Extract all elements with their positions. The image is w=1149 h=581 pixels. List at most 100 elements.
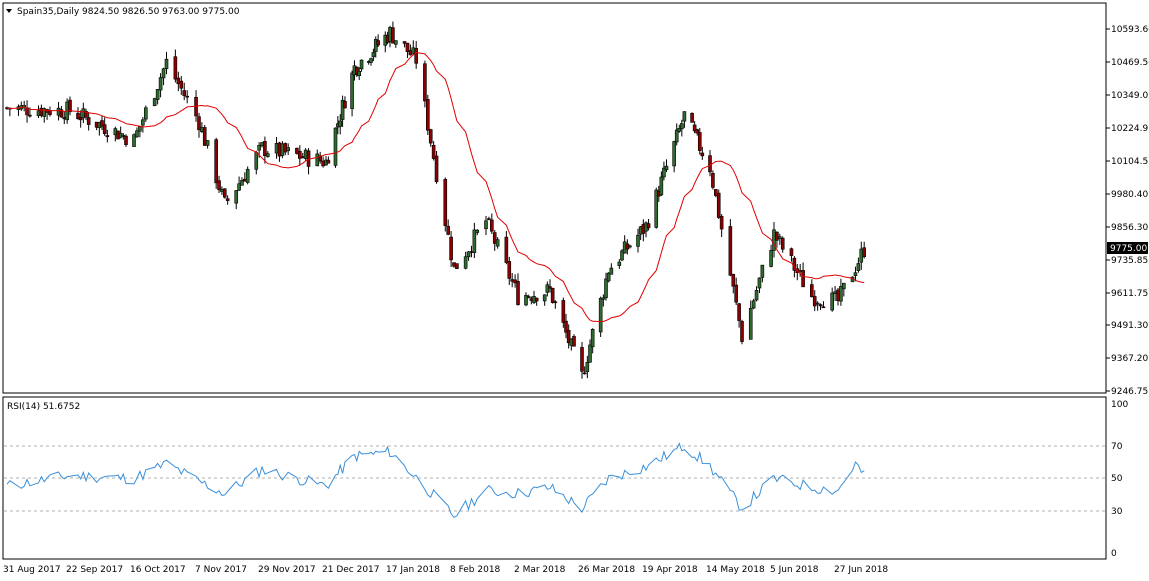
candle-body bbox=[350, 72, 354, 109]
candle-body bbox=[152, 98, 157, 106]
candle-body bbox=[674, 129, 679, 143]
candle-body bbox=[234, 190, 239, 204]
candle-body bbox=[862, 247, 866, 258]
price-tick: 10349.05 bbox=[1111, 91, 1149, 101]
candle-body bbox=[833, 291, 837, 294]
candle-body bbox=[731, 273, 736, 287]
candle-body bbox=[343, 100, 347, 109]
candle-body bbox=[76, 112, 80, 120]
candle-body bbox=[677, 128, 682, 132]
rsi-tick: 50 bbox=[1111, 474, 1123, 484]
candle-body bbox=[414, 48, 418, 64]
candle-body bbox=[254, 152, 259, 170]
candle-body bbox=[760, 264, 765, 278]
candle-body bbox=[564, 320, 568, 333]
candle-body bbox=[237, 183, 241, 191]
candle-body bbox=[801, 270, 805, 288]
rsi-title: RSI(14) 51.6752 bbox=[7, 402, 80, 412]
candle-body bbox=[628, 245, 632, 248]
candle-body bbox=[719, 216, 724, 230]
candle-body bbox=[428, 129, 433, 144]
candle-body bbox=[260, 142, 264, 147]
candle-body bbox=[245, 168, 250, 183]
candle-body bbox=[333, 127, 338, 166]
candle-body bbox=[757, 277, 762, 289]
candle-body bbox=[155, 89, 160, 100]
candle-body bbox=[132, 134, 136, 147]
candle-body bbox=[277, 142, 282, 157]
candle-body bbox=[443, 179, 448, 226]
candle-body bbox=[740, 321, 744, 342]
candle-body bbox=[524, 294, 528, 306]
candle-body bbox=[585, 362, 590, 372]
candle-body bbox=[217, 180, 221, 191]
candle-body bbox=[490, 219, 494, 232]
candle-body bbox=[411, 47, 416, 54]
candle-body bbox=[405, 42, 410, 52]
candle-body bbox=[373, 38, 378, 52]
candle-body bbox=[769, 250, 773, 267]
candle-body bbox=[295, 147, 299, 154]
candle-body bbox=[545, 284, 550, 293]
candle-body bbox=[810, 284, 814, 298]
candle-body bbox=[200, 127, 204, 132]
candle-body bbox=[604, 278, 608, 299]
candle-body bbox=[754, 290, 759, 301]
candle-body bbox=[161, 68, 166, 79]
candle-body bbox=[617, 261, 622, 266]
candle-body bbox=[662, 167, 666, 178]
candle-body bbox=[859, 248, 864, 263]
chart-menu-triangle-icon[interactable] bbox=[6, 9, 12, 13]
candle-body bbox=[466, 251, 471, 258]
candle-body bbox=[659, 176, 664, 196]
candle-body bbox=[214, 139, 218, 184]
candle-body bbox=[315, 153, 320, 167]
candle-body bbox=[423, 63, 427, 102]
candle-body bbox=[321, 160, 325, 167]
candle-body bbox=[606, 272, 611, 282]
candle-body bbox=[548, 286, 552, 289]
price-tick: 9491.30 bbox=[1111, 321, 1148, 331]
candle-body bbox=[173, 56, 178, 80]
candle-body bbox=[376, 40, 380, 46]
candle-body bbox=[176, 77, 181, 85]
price-tick: 10224.95 bbox=[1111, 124, 1149, 134]
rsi-tick: 100 bbox=[1111, 400, 1128, 410]
date-tick: 29 Nov 2017 bbox=[258, 565, 316, 575]
candle-body bbox=[220, 188, 224, 192]
candle-body bbox=[690, 113, 694, 123]
candle-body bbox=[484, 220, 488, 230]
candle-body bbox=[222, 188, 227, 198]
candle-body bbox=[355, 66, 359, 75]
candle-body bbox=[580, 347, 584, 372]
candle-body bbox=[36, 110, 41, 117]
candle-body bbox=[472, 229, 477, 253]
candle-body bbox=[240, 180, 244, 186]
rsi-tick: 0 bbox=[1111, 549, 1117, 559]
candle-body bbox=[708, 155, 712, 173]
candle-body bbox=[534, 297, 539, 302]
candle-body bbox=[853, 272, 858, 276]
rsi-tick: 30 bbox=[1111, 507, 1123, 517]
candle-body bbox=[463, 256, 468, 269]
candle-body bbox=[263, 141, 267, 157]
date-tick: 14 May 2018 bbox=[706, 565, 765, 575]
candle-body bbox=[510, 279, 514, 282]
candle-body bbox=[700, 152, 705, 157]
candle-body bbox=[105, 135, 110, 138]
candle-body bbox=[728, 226, 733, 276]
candle-body bbox=[737, 303, 741, 321]
candle-body bbox=[789, 248, 794, 256]
candle-body bbox=[446, 225, 450, 235]
candle-body bbox=[298, 150, 302, 159]
candle-body bbox=[842, 282, 846, 290]
candle-body bbox=[716, 192, 721, 218]
candle-body bbox=[164, 58, 169, 70]
last-price-label: 9775.00 bbox=[1110, 244, 1147, 254]
rsi-axis: 100 70 50 30 0 bbox=[1111, 400, 1128, 559]
candle-body bbox=[326, 159, 331, 164]
candle-body bbox=[39, 107, 44, 116]
chart-title: Spain35,Daily bbox=[17, 7, 80, 17]
candle-body bbox=[28, 114, 32, 117]
candle-body bbox=[300, 156, 305, 159]
